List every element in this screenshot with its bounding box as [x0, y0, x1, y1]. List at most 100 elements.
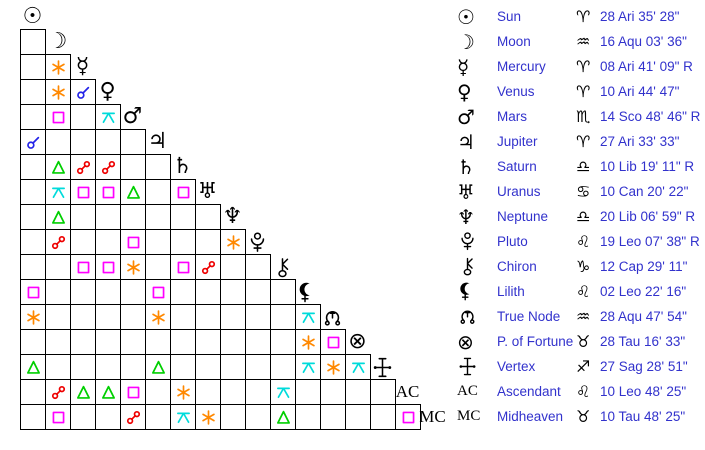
- aspect-cell-saturn-moon: [45, 154, 71, 180]
- sextile-icon: [326, 359, 340, 375]
- ascendant-icon: AC: [457, 383, 478, 399]
- planet-position: 28 Aqu 47' 54": [600, 309, 687, 324]
- aspect-cell-midheaven-ascendant: [395, 404, 421, 430]
- jupiter-icon: ♃: [457, 129, 475, 154]
- quincunx-icon: [301, 312, 315, 323]
- aspect-cell-truenode-uranus: [195, 304, 221, 330]
- aspect-cell-pfortune-lilith: [295, 329, 321, 355]
- grid-planet-glyph-pluto: [245, 229, 270, 255]
- square-icon: [402, 411, 414, 423]
- aspect-cell-moon-sun: [20, 29, 46, 55]
- table-planet-glyph-sun: ☉: [457, 4, 489, 29]
- grid-planet-glyph-mars: ♂: [120, 104, 145, 130]
- square-icon: [77, 186, 89, 198]
- planet-position: 14 Sco 48' 46" R: [600, 109, 701, 124]
- sun-icon: ☉: [22, 4, 43, 29]
- uranus-icon: ♅: [457, 179, 475, 204]
- planet-position: 10 Tau 48' 25": [600, 409, 686, 424]
- libra-sign-icon: ♎: [576, 156, 591, 176]
- trine-icon: [126, 185, 140, 199]
- table-planet-glyph-jupiter: ♃: [457, 129, 489, 154]
- taurus-sign-icon: ♉: [576, 406, 591, 426]
- aspect-cell-ascendant-saturn: [170, 379, 196, 405]
- aspect-cell-vertex-truenode: [320, 354, 346, 380]
- planet-name: P. of Fortune: [497, 334, 574, 349]
- aspect-cell-lilith-jupiter: [145, 279, 171, 305]
- aspect-cell-neptune-uranus: [195, 204, 221, 230]
- aspect-cell-truenode-lilith: [295, 304, 321, 330]
- planet-name: Moon: [497, 34, 531, 49]
- planet-name: Ascendant: [497, 384, 561, 399]
- aspect-cell-jupiter-venus: [95, 129, 121, 155]
- aspect-cell-lilith-uranus: [195, 279, 221, 305]
- aspect-cell-midheaven-jupiter: [145, 404, 171, 430]
- aspect-cell-pfortune-venus: [95, 329, 121, 355]
- sagittarius-sign-icon: ♐: [576, 356, 591, 376]
- table-planet-glyph-neptune: ♆: [457, 204, 489, 229]
- table-planet-glyph-lilith: [457, 279, 489, 304]
- aspect-cell-lilith-sun: [20, 279, 46, 305]
- aspect-cell-lilith-venus: [95, 279, 121, 305]
- opposition-icon: [51, 235, 65, 249]
- square-icon: [102, 186, 114, 198]
- aspect-cell-truenode-chiron: [270, 304, 296, 330]
- sextile-icon: [51, 59, 65, 75]
- grid-planet-glyph-sun: ☉: [20, 4, 45, 30]
- leo-sign-icon: ♌: [576, 381, 591, 401]
- sun-icon: ☉: [457, 4, 475, 29]
- zodiac-sign-icon: ♋: [576, 179, 598, 204]
- planet-position: 27 Sag 28' 51": [600, 359, 688, 374]
- opposition-icon: [101, 160, 115, 174]
- planet-position: 10 Leo 48' 25": [600, 384, 687, 399]
- vertex-icon: [373, 357, 392, 377]
- planet-name: Pluto: [497, 234, 528, 249]
- aspect-cell-uranus-mars: [120, 179, 146, 205]
- planet-position: 02 Leo 22' 16": [600, 284, 687, 299]
- aspect-cell-ascendant-sun: [20, 379, 46, 405]
- position-row-lilith: Lilith ♌ 02 Leo 22' 16": [455, 279, 705, 304]
- quincunx-icon: [276, 387, 290, 398]
- zodiac-sign-icon: ♈: [576, 79, 598, 104]
- aspect-cell-midheaven-venus: [95, 404, 121, 430]
- planet-name: Uranus: [497, 184, 541, 199]
- position-row-mercury: ☿ Mercury ♈ 08 Ari 41' 09" R: [455, 54, 705, 79]
- aspect-cell-midheaven-lilith: [295, 404, 321, 430]
- square-icon: [177, 186, 189, 198]
- aspect-cell-pluto-uranus: [195, 229, 221, 255]
- grid-planet-glyph-mercury: ☿: [70, 54, 95, 80]
- aspect-cell-chiron-mars: [120, 254, 146, 280]
- planet-name: Mars: [497, 109, 527, 124]
- aspect-cell-jupiter-mercury: [70, 129, 96, 155]
- planet-name: Saturn: [497, 159, 537, 174]
- sextile-icon: [201, 409, 215, 425]
- aspect-cell-pfortune-neptune: [220, 329, 246, 355]
- position-row-uranus: ♅ Uranus ♋ 10 Can 20' 22": [455, 179, 705, 204]
- table-planet-glyph-mercury: ☿: [457, 54, 489, 79]
- aspect-cell-chiron-sun: [20, 254, 46, 280]
- aspect-cell-ascendant-moon: [45, 379, 71, 405]
- aspect-cell-lilith-neptune: [220, 279, 246, 305]
- position-row-neptune: ♆ Neptune ♎ 20 Lib 06' 59" R: [455, 204, 705, 229]
- aspect-grid: ☉ ☽ ☿ ♀ ♂ ♃ ♄ ♅ ♆ ⊗ AC MC: [20, 4, 447, 431]
- position-row-jupiter: ♃ Jupiter ♈ 27 Ari 33' 33": [455, 129, 705, 154]
- aspect-cell-saturn-venus: [95, 154, 121, 180]
- aspect-cell-pluto-saturn: [170, 229, 196, 255]
- aspect-cell-lilith-saturn: [170, 279, 196, 305]
- aspect-cell-ascendant-uranus: [195, 379, 221, 405]
- cancer-sign-icon: ♋: [576, 181, 591, 201]
- aspect-cell-chiron-uranus: [195, 254, 221, 280]
- planet-name: Jupiter: [497, 134, 538, 149]
- aspect-cell-truenode-mercury: [70, 304, 96, 330]
- zodiac-sign-icon: ♒: [576, 29, 598, 54]
- aspect-cell-ascendant-pfortune: [345, 379, 371, 405]
- zodiac-sign-icon: ♌: [576, 229, 598, 254]
- ascendant-icon: AC: [395, 382, 420, 401]
- zodiac-sign-icon: ♑: [576, 254, 598, 279]
- table-planet-glyph-midheaven: MC: [457, 404, 489, 429]
- position-row-midheaven: MC Midheaven ♉ 10 Tau 48' 25": [455, 404, 705, 429]
- aspect-cell-venus-mercury: [70, 79, 96, 105]
- square-icon: [127, 236, 139, 248]
- position-row-pfortune: ⊗ P. of Fortune ♉ 28 Tau 16' 33": [455, 329, 705, 354]
- aspect-cell-ascendant-chiron: [270, 379, 296, 405]
- neptune-icon: ♆: [222, 204, 243, 229]
